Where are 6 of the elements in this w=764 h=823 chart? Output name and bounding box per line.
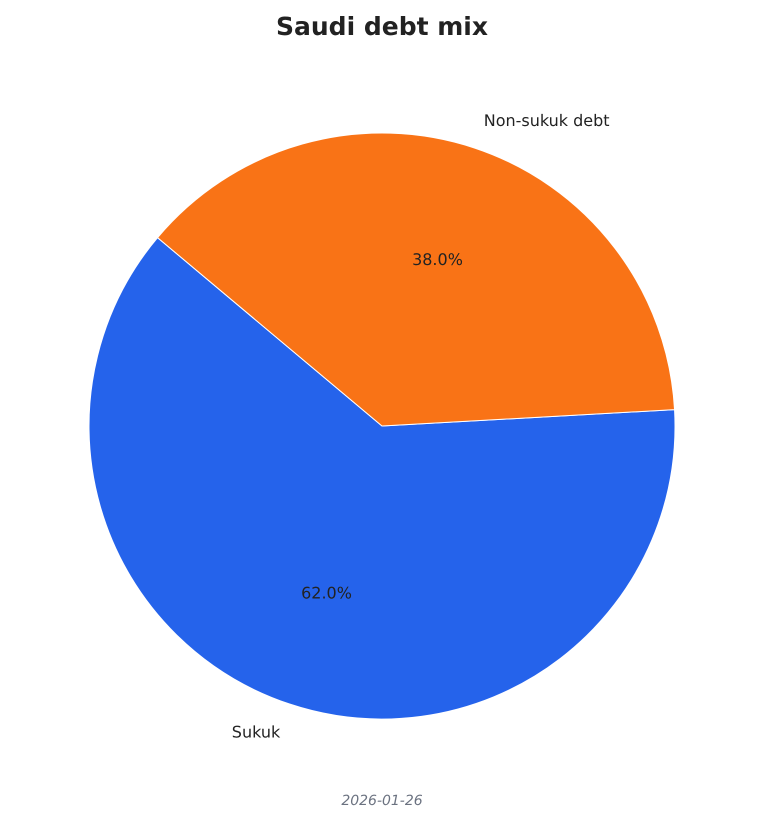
- data-label: 62.0%: [301, 583, 352, 602]
- slice-label: Sukuk: [232, 722, 281, 742]
- data-label: 38.0%: [412, 250, 463, 269]
- chart-title: Saudi debt mix: [276, 12, 488, 41]
- slice-label: Non-sukuk debt: [484, 110, 610, 130]
- text: 2026-01-26: [341, 793, 423, 809]
